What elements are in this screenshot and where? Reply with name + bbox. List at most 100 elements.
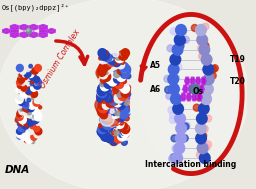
Circle shape bbox=[105, 111, 120, 126]
Circle shape bbox=[31, 137, 35, 140]
Circle shape bbox=[179, 37, 186, 44]
Circle shape bbox=[119, 122, 123, 126]
Circle shape bbox=[116, 77, 121, 82]
Circle shape bbox=[115, 136, 121, 142]
Circle shape bbox=[198, 131, 205, 138]
Circle shape bbox=[98, 68, 106, 76]
Circle shape bbox=[116, 96, 121, 101]
Circle shape bbox=[35, 82, 38, 85]
Circle shape bbox=[115, 113, 119, 118]
Circle shape bbox=[201, 54, 212, 65]
Circle shape bbox=[202, 53, 209, 60]
Circle shape bbox=[112, 77, 116, 81]
Circle shape bbox=[98, 71, 108, 82]
Circle shape bbox=[108, 126, 113, 131]
Circle shape bbox=[27, 98, 31, 102]
Circle shape bbox=[19, 100, 24, 105]
FancyArrowPatch shape bbox=[56, 41, 88, 64]
Circle shape bbox=[21, 85, 27, 91]
Circle shape bbox=[30, 131, 33, 134]
Circle shape bbox=[16, 64, 23, 71]
Circle shape bbox=[120, 60, 125, 64]
Circle shape bbox=[119, 74, 126, 82]
Circle shape bbox=[168, 86, 175, 93]
Circle shape bbox=[122, 64, 126, 69]
Circle shape bbox=[103, 58, 108, 64]
Circle shape bbox=[168, 74, 178, 85]
Circle shape bbox=[113, 73, 118, 78]
Circle shape bbox=[124, 136, 129, 140]
Circle shape bbox=[118, 104, 124, 111]
Circle shape bbox=[114, 75, 118, 78]
Circle shape bbox=[110, 136, 118, 146]
Circle shape bbox=[121, 104, 128, 112]
Circle shape bbox=[25, 139, 28, 143]
Circle shape bbox=[200, 132, 207, 139]
Circle shape bbox=[111, 56, 120, 65]
Circle shape bbox=[202, 102, 209, 109]
Circle shape bbox=[27, 114, 30, 117]
Circle shape bbox=[33, 92, 37, 97]
Circle shape bbox=[31, 70, 35, 74]
Circle shape bbox=[114, 89, 118, 93]
Circle shape bbox=[26, 76, 30, 81]
Circle shape bbox=[23, 105, 31, 112]
Circle shape bbox=[118, 91, 127, 101]
Circle shape bbox=[16, 114, 23, 120]
Circle shape bbox=[34, 81, 41, 89]
Circle shape bbox=[109, 96, 117, 105]
Circle shape bbox=[100, 58, 105, 64]
Circle shape bbox=[125, 92, 130, 97]
Circle shape bbox=[100, 95, 104, 99]
Circle shape bbox=[108, 97, 114, 103]
Circle shape bbox=[110, 102, 115, 107]
Circle shape bbox=[113, 51, 119, 57]
Circle shape bbox=[113, 83, 117, 87]
Circle shape bbox=[18, 84, 22, 88]
Circle shape bbox=[196, 151, 203, 158]
Circle shape bbox=[110, 60, 114, 64]
Circle shape bbox=[18, 116, 22, 121]
Circle shape bbox=[22, 89, 26, 93]
Circle shape bbox=[126, 133, 129, 136]
Circle shape bbox=[176, 123, 186, 134]
Circle shape bbox=[19, 114, 23, 117]
Polygon shape bbox=[39, 32, 47, 37]
Circle shape bbox=[172, 92, 179, 99]
Circle shape bbox=[29, 102, 36, 109]
Circle shape bbox=[164, 75, 171, 82]
Circle shape bbox=[115, 54, 121, 60]
Circle shape bbox=[122, 127, 130, 136]
Circle shape bbox=[126, 92, 131, 97]
Circle shape bbox=[100, 107, 106, 113]
Circle shape bbox=[111, 129, 116, 135]
Circle shape bbox=[169, 84, 179, 94]
Circle shape bbox=[97, 105, 106, 115]
Circle shape bbox=[107, 115, 115, 124]
Circle shape bbox=[114, 58, 119, 64]
Circle shape bbox=[18, 104, 23, 108]
Circle shape bbox=[103, 69, 106, 72]
Circle shape bbox=[121, 130, 129, 138]
Circle shape bbox=[106, 122, 110, 126]
Circle shape bbox=[119, 122, 127, 131]
Circle shape bbox=[124, 104, 129, 110]
Polygon shape bbox=[197, 93, 202, 101]
Circle shape bbox=[105, 118, 110, 124]
Circle shape bbox=[23, 126, 26, 128]
Circle shape bbox=[97, 89, 112, 105]
Circle shape bbox=[111, 78, 119, 85]
Circle shape bbox=[205, 141, 211, 148]
Circle shape bbox=[115, 56, 121, 62]
Circle shape bbox=[103, 88, 107, 93]
Circle shape bbox=[34, 77, 40, 83]
Circle shape bbox=[198, 34, 204, 41]
Circle shape bbox=[117, 72, 126, 81]
Circle shape bbox=[123, 66, 127, 70]
Circle shape bbox=[200, 83, 207, 90]
Circle shape bbox=[203, 92, 210, 99]
Circle shape bbox=[200, 84, 207, 91]
Circle shape bbox=[98, 125, 106, 134]
Circle shape bbox=[29, 122, 35, 129]
Circle shape bbox=[211, 65, 218, 72]
